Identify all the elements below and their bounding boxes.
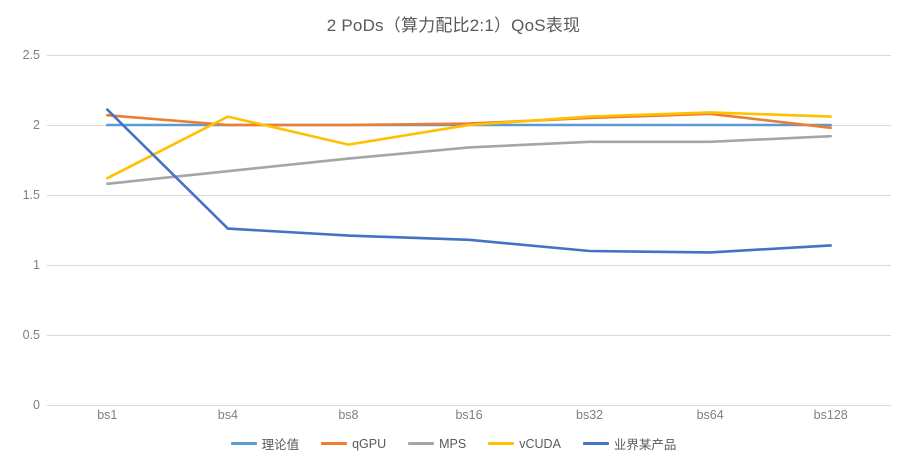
series-line [105, 134, 833, 186]
legend-label: MPS [439, 436, 467, 451]
legend-label: qGPU [352, 436, 387, 451]
chart-title: 2 PoDs（算力配比2:1）QoS表现 [326, 16, 581, 35]
x-axis-tick-label: bs16 [455, 408, 483, 422]
legend-item[interactable]: vCUDA [488, 437, 561, 451]
legend-swatch-icon [230, 442, 257, 445]
gridline [47, 195, 891, 196]
legend-item[interactable]: 理论值 [230, 434, 300, 453]
y-axis-tick-label: 0 [33, 398, 40, 412]
x-axis-tick-label: bs1 [97, 408, 118, 422]
chart-legend: 理论值 qGPU MPS vCUDA 业界某产品 [0, 434, 907, 453]
legend-item[interactable]: qGPU [321, 437, 386, 451]
y-axis-tick-label: 1 [33, 258, 40, 272]
series-lines [105, 108, 833, 254]
gridline [47, 405, 891, 406]
series-line [105, 108, 833, 254]
y-axis-tick-label: 2.5 [22, 48, 40, 62]
legend-swatch-icon [408, 442, 435, 445]
gridline [47, 55, 891, 56]
y-axis-tick-label: 1.5 [22, 188, 40, 202]
legend-label: 理论值 [261, 438, 300, 452]
gridline [47, 335, 891, 336]
x-axis-tick-label: bs64 [696, 408, 724, 422]
series-line [105, 111, 833, 180]
series-line [105, 112, 833, 130]
legend-label: 业界某产品 [613, 438, 677, 452]
x-axis-tick-label: bs8 [338, 408, 359, 422]
legend-swatch-icon [321, 442, 348, 445]
legend-swatch-icon [488, 442, 515, 445]
x-axis-tick-label: bs4 [217, 408, 238, 422]
y-axis-tick-label: 0.5 [22, 328, 40, 342]
x-axis-tick-label: bs32 [576, 408, 604, 422]
legend-swatch-icon [582, 442, 609, 445]
gridline [47, 265, 891, 266]
legend-label: vCUDA [519, 436, 561, 451]
x-axis-tick-label: bs128 [813, 408, 848, 422]
x-axis-labels: bs1 bs4 bs8 bs16 bs32 bs64 bs128 [47, 408, 891, 428]
legend-item[interactable]: 业界某产品 [582, 434, 677, 453]
legend-item[interactable]: MPS [408, 437, 466, 451]
plot-area [47, 55, 891, 406]
y-axis-tick-label: 2 [33, 118, 40, 132]
y-axis-labels: 0 0.5 1 1.5 2 2.5 [0, 49, 40, 411]
